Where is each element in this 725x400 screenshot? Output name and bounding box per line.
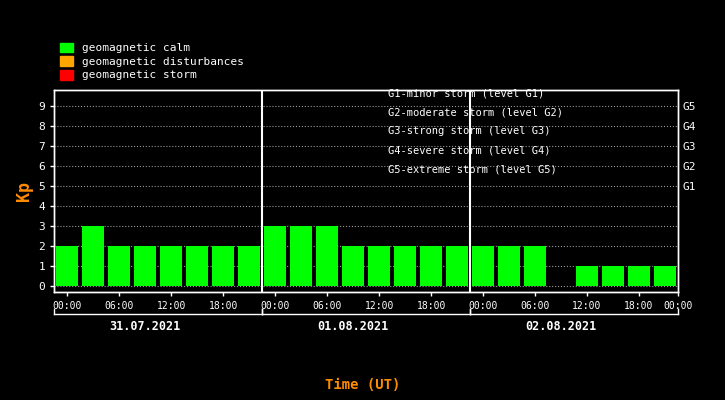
Bar [628, 266, 650, 286]
Bar [576, 266, 598, 286]
Bar [186, 246, 208, 286]
Text: 02.08.2021: 02.08.2021 [526, 320, 597, 333]
Bar [524, 246, 546, 286]
Text: G2-moderate storm (level G2): G2-moderate storm (level G2) [388, 107, 563, 117]
Bar [239, 246, 260, 286]
Text: G4-severe storm (level G4): G4-severe storm (level G4) [388, 146, 550, 156]
Bar [472, 246, 494, 286]
Bar [602, 266, 624, 286]
Bar [316, 226, 338, 286]
Bar [83, 226, 104, 286]
Bar [57, 246, 78, 286]
Bar [160, 246, 182, 286]
Text: G1-minor storm (level G1): G1-minor storm (level G1) [388, 88, 544, 98]
Text: G5-extreme storm (level G5): G5-extreme storm (level G5) [388, 165, 557, 175]
Text: G3-strong storm (level G3): G3-strong storm (level G3) [388, 126, 550, 136]
Y-axis label: Kp: Kp [15, 181, 33, 201]
Bar [342, 246, 364, 286]
Text: 01.08.2021: 01.08.2021 [318, 320, 389, 333]
Bar [446, 246, 468, 286]
Bar [108, 246, 130, 286]
Bar [212, 246, 234, 286]
Bar [368, 246, 390, 286]
Bar [290, 226, 312, 286]
Text: 31.07.2021: 31.07.2021 [109, 320, 181, 333]
Bar [394, 246, 416, 286]
Bar [264, 226, 286, 286]
Bar [134, 246, 157, 286]
Bar [420, 246, 442, 286]
Legend: geomagnetic calm, geomagnetic disturbances, geomagnetic storm: geomagnetic calm, geomagnetic disturbanc… [60, 42, 244, 80]
Text: Time (UT): Time (UT) [325, 378, 400, 392]
Bar [654, 266, 676, 286]
Bar [498, 246, 520, 286]
